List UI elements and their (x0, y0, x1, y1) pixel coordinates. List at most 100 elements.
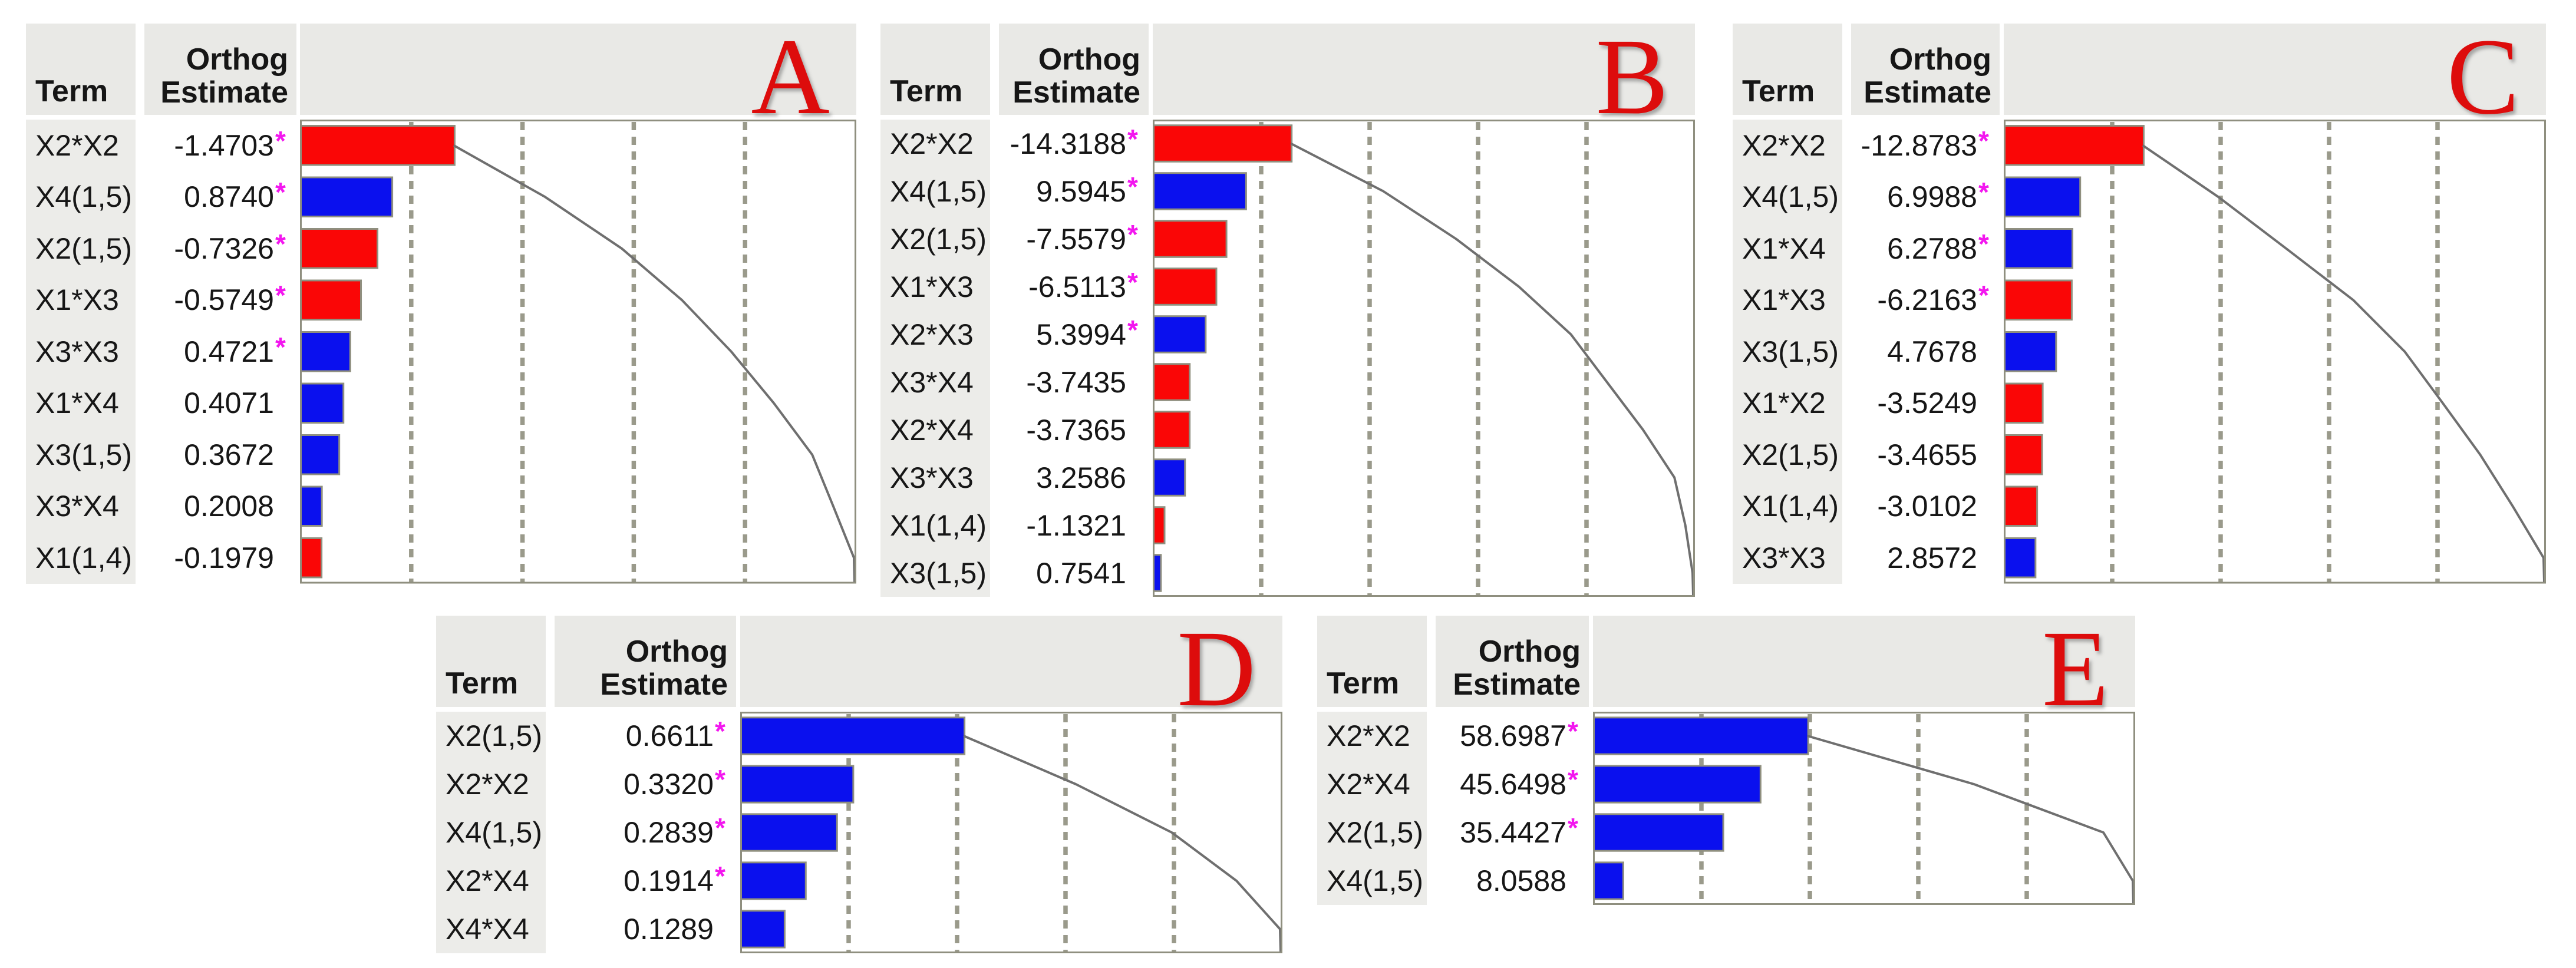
pareto-bar (300, 228, 379, 269)
term-cell: X4(1,5) (1327, 864, 1423, 897)
significance-asterisk: * (1127, 266, 1138, 298)
estimate-cell: -0.7326 * (144, 223, 296, 275)
term-cell: X2(1,5) (35, 232, 132, 265)
estimate-cell: 2.8572 (1851, 532, 2000, 584)
significance-asterisk: * (275, 177, 286, 208)
estimate-column-header: Orthog Estimate (1436, 616, 1589, 707)
term-cell: X1(1,4) (1742, 490, 1839, 523)
estimate-value: 0.3672 (184, 438, 274, 471)
chart-background (2004, 120, 2546, 584)
pareto-bar (1153, 506, 1166, 544)
estimate-cell: -1.1321 (999, 501, 1149, 549)
pareto-panel-A: Term Orthog Estimate A X2*X2 X4(1,5) X2(1,5) X1… (26, 16, 856, 584)
estimate-value: -3.5249 (1877, 386, 1977, 420)
estimate-value: 0.2839 (624, 816, 714, 849)
estimate-cell: 0.3320 * (555, 760, 736, 808)
significance-asterisk: * (715, 716, 725, 746)
estimate-cell: -3.0102 (1851, 481, 2000, 533)
term-column: X2*X2 X4(1,5) X2(1,5) X1*X3 X3*X3 X1*X4 X3(1,5… (26, 120, 136, 584)
estimate-value: 2.8572 (1887, 541, 1977, 574)
term-cell: X1*X4 (1742, 232, 1826, 265)
pareto-chart (300, 120, 856, 584)
significance-asterisk: * (1127, 123, 1138, 154)
estimate-header-line: Orthog (1478, 635, 1581, 669)
panel-letter: A (751, 16, 830, 137)
estimate-value: 58.6987 (1460, 719, 1566, 752)
term-cell: X4(1,5) (35, 180, 132, 214)
estimate-value: 0.4721 (184, 335, 274, 368)
estimate-value: 0.7541 (1036, 556, 1126, 590)
estimate-column: 0.6611 * 0.3320 * 0.2839 * 0.1914 * 0.1289 (555, 712, 736, 953)
estimate-header-line: Estimate (1863, 75, 1991, 110)
pareto-bar (740, 813, 838, 852)
estimate-value: 35.4427 (1460, 816, 1566, 849)
estimate-cell: 4.7678 (1851, 326, 2000, 378)
panel-letter: E (2041, 608, 2109, 729)
estimate-column: -12.8783 * 6.9988 * 6.2788 * -6.2163 * 4.7678 -3.… (1851, 120, 2000, 584)
significance-asterisk: * (1978, 125, 1989, 156)
pareto-bar (1593, 861, 1624, 900)
pareto-bar (1153, 315, 1207, 353)
cumulative-curve (1807, 735, 2135, 904)
significance-asterisk: * (1978, 177, 1989, 208)
term-column-header: Term (26, 24, 136, 115)
significance-asterisk: * (275, 125, 286, 156)
pareto-bar (1153, 458, 1186, 497)
pareto-bar (300, 125, 456, 166)
term-column: X2*X2 X4(1,5) X2(1,5) X1*X3 X2*X3 X3*X4 X2*X4 X… (880, 120, 990, 597)
term-cell: X3(1,5) (35, 438, 132, 471)
term-cell: X2(1,5) (1327, 816, 1423, 849)
estimate-cell: 0.8740 * (144, 171, 296, 223)
estimate-cell: -3.4655 (1851, 429, 2000, 481)
estimate-cell: 0.7541 (999, 549, 1149, 597)
estimate-value: 3.2586 (1036, 461, 1126, 494)
chart-border (1153, 120, 1695, 597)
estimate-value: -6.2163 (1877, 283, 1977, 317)
term-cell: X4(1,5) (890, 174, 987, 208)
chart-header-strip: B (1153, 22, 1695, 131)
term-cell: X2*X2 (35, 128, 119, 162)
estimate-value: 0.1914 (624, 864, 714, 897)
estimate-value: 9.5945 (1036, 174, 1126, 208)
estimate-value: -1.1321 (1026, 508, 1126, 542)
estimate-value: 6.9988 (1887, 180, 1977, 214)
estimate-cell: -1.4703 * (144, 120, 296, 171)
pareto-bar (2004, 537, 2037, 579)
estimate-cell: -12.8783 * (1851, 120, 2000, 171)
estimate-value: -3.0102 (1877, 490, 1977, 523)
term-header-label: Term (1327, 666, 1400, 701)
significance-asterisk: * (275, 331, 286, 362)
estimate-value: -3.4655 (1877, 438, 1977, 471)
chart-border (1593, 712, 2135, 905)
term-cell: X2*X2 (1327, 719, 1410, 752)
estimate-header-line: Estimate (600, 668, 728, 702)
term-cell: X3*X4 (35, 490, 119, 523)
estimate-column-header: Orthog Estimate (1851, 24, 2000, 115)
pareto-panel-E: Term Orthog Estimate E X2*X2 X2*X4 X2(1,5) X4(1… (1317, 608, 2135, 905)
significance-asterisk: * (715, 764, 725, 795)
estimate-column: -14.3188 * 9.5945 * -7.5579 * -6.5113 * 5.3994 * -… (999, 120, 1149, 597)
estimate-value: 0.6611 (625, 719, 714, 752)
estimate-column-header: Orthog Estimate (999, 24, 1149, 115)
chart-header-strip: C (2004, 22, 2546, 131)
term-cell: X1*X3 (35, 283, 119, 317)
estimate-header-line: Orthog (1038, 42, 1140, 77)
pareto-bar (1593, 813, 1724, 852)
term-cell: X2*X2 (446, 768, 529, 801)
estimate-cell: -3.5249 (1851, 378, 2000, 430)
estimate-column: -1.4703 * 0.8740 * -0.7326 * -0.5749 * 0.4721 * 0.… (144, 120, 296, 584)
term-cell: X3(1,5) (1742, 335, 1839, 368)
pareto-bar (1153, 267, 1218, 306)
significance-asterisk: * (1568, 764, 1578, 795)
significance-asterisk: * (1127, 314, 1138, 345)
estimate-value: -3.7435 (1026, 365, 1126, 399)
term-cell: X1(1,4) (35, 541, 132, 574)
estimate-value: -14.3188 (1010, 127, 1126, 160)
pareto-chart (1153, 120, 1695, 597)
significance-asterisk: * (1127, 171, 1138, 202)
pareto-bar (2004, 485, 2039, 527)
estimate-cell: -6.2163 * (1851, 275, 2000, 326)
estimate-header-line: Orthog (186, 42, 288, 77)
chart-border (2004, 120, 2546, 584)
